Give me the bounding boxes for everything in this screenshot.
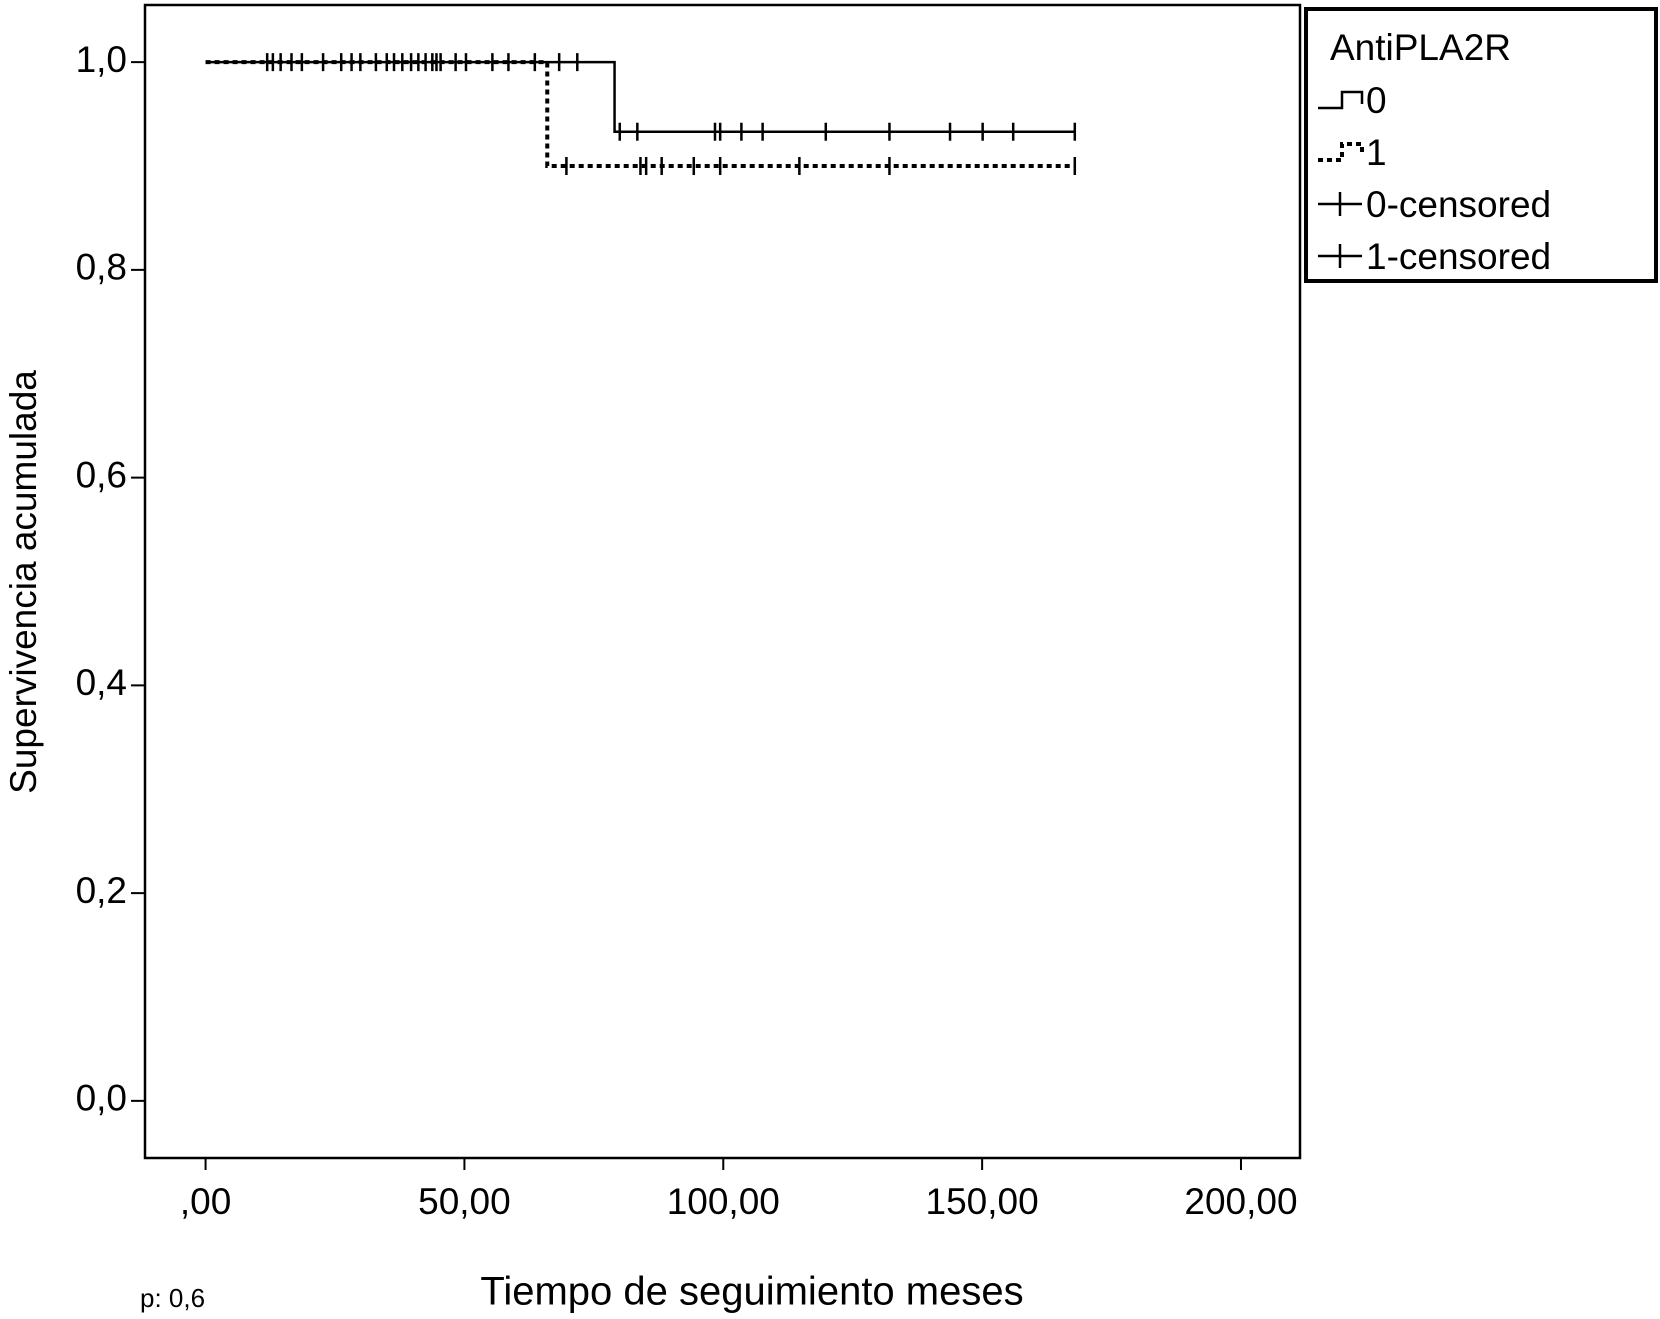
y-axis-title: Supervivencia acumulada [3,370,44,794]
x-tick-label: 100,00 [667,1181,780,1222]
annotation: p: 0,6 [140,1283,205,1313]
plot-frame [143,3,1302,1160]
y-tick-label: 1,0 [76,39,127,80]
legend-label: 0-censored [1366,184,1551,225]
x-tick-label: 200,00 [1184,1181,1297,1222]
legend-symbol [1318,90,1364,110]
legend-symbol [1318,142,1364,162]
y-tick-label: 0,8 [76,247,127,288]
y-tick-label: 0,2 [76,870,127,911]
y-tick-label: 0,6 [76,454,127,495]
legend-label: 1-censored [1366,236,1551,277]
legend-label: 1 [1366,132,1387,173]
legend-title: AntiPLA2R [1330,27,1511,68]
legend-label: 0 [1366,80,1387,121]
survival-line [205,60,1076,169]
legend-frame [1304,7,1658,283]
y-tick-label: 0,4 [76,662,127,703]
y-tick-label: 0,0 [76,1078,127,1119]
survival-line [205,60,1076,133]
x-axis-title: Tiempo de seguimiento meses [480,1270,1023,1314]
x-tick-label: 150,00 [926,1181,1039,1222]
x-tick-label: ,00 [180,1181,231,1222]
x-tick-label: 50,00 [418,1181,511,1222]
